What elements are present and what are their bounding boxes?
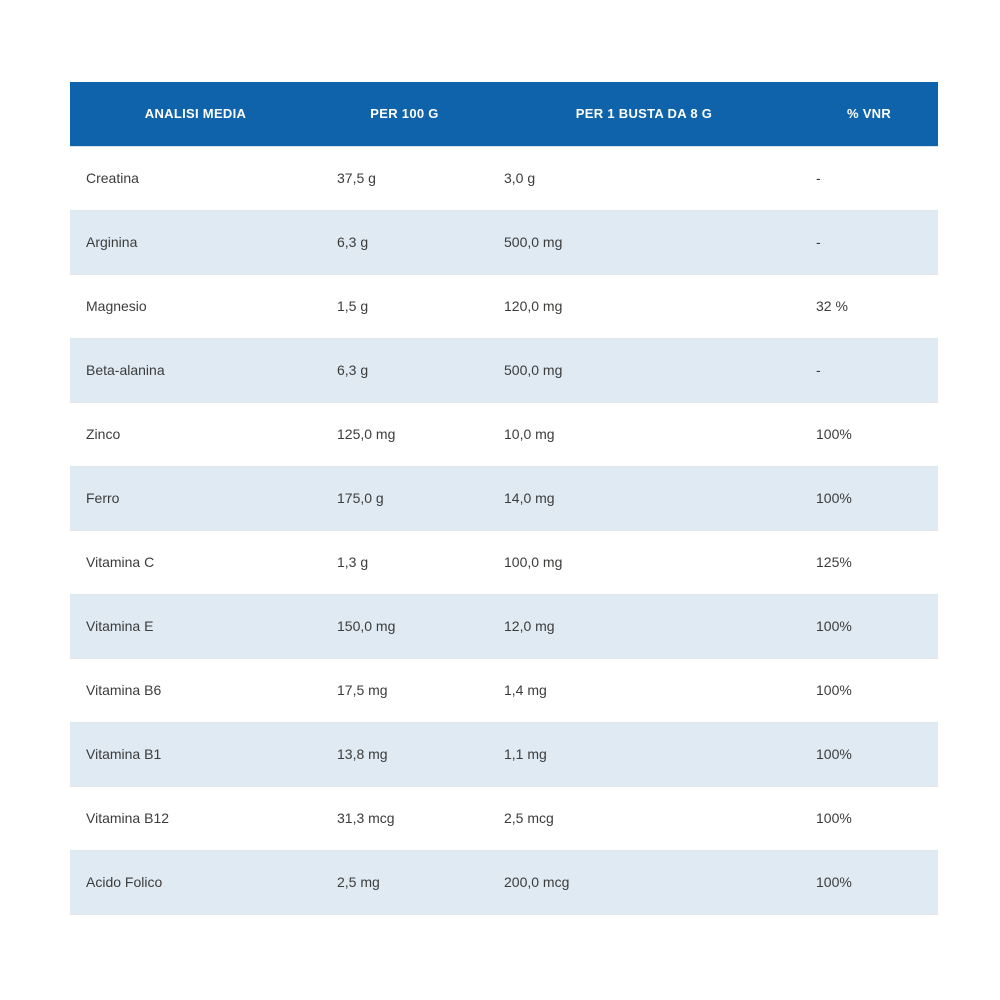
table-row: Vitamina E 150,0 mg 12,0 mg 100%	[70, 594, 938, 658]
vnr-value-cell: 100%	[816, 810, 852, 826]
nutrient-name-cell: Acido Folico	[86, 874, 163, 890]
column-header-vnr: % VNR	[800, 82, 938, 146]
per-busta-value-cell: 100,0 mg	[504, 554, 563, 570]
column-header-per-busta: PER 1 BUSTA DA 8 G	[488, 82, 800, 146]
per-100g-value-cell: 150,0 mg	[337, 618, 396, 634]
column-header-per-100g: PER 100 G	[321, 82, 488, 146]
table-row: Ferro 175,0 g 14,0 mg 100%	[70, 466, 938, 530]
nutrient-name-cell: Beta-alanina	[86, 362, 165, 378]
per-busta-value-cell: 200,0 mcg	[504, 874, 570, 890]
table-body: Creatina 37,5 g 3,0 g - Arginina 6,3 g 5…	[70, 146, 938, 914]
nutrient-name-cell: Ferro	[86, 490, 120, 506]
nutrient-name-cell: Vitamina C	[86, 554, 155, 570]
table-row: Magnesio 1,5 g 120,0 mg 32 %	[70, 274, 938, 338]
per-100g-value-cell: 13,8 mg	[337, 746, 388, 762]
per-100g-value-cell: 31,3 mcg	[337, 810, 395, 826]
nutrient-name-cell: Zinco	[86, 426, 121, 442]
per-100g-value-cell: 6,3 g	[337, 362, 369, 378]
per-busta-value-cell: 1,1 mg	[504, 746, 547, 762]
table-row: Vitamina B6 17,5 mg 1,4 mg 100%	[70, 658, 938, 722]
vnr-value-cell: -	[816, 362, 821, 378]
header-row: ANALISI MEDIA PER 100 G PER 1 BUSTA DA 8…	[70, 82, 938, 146]
vnr-value-cell: 100%	[816, 426, 852, 442]
per-busta-value-cell: 2,5 mcg	[504, 810, 554, 826]
per-100g-value-cell: 37,5 g	[337, 170, 376, 186]
table-row: Vitamina C 1,3 g 100,0 mg 125%	[70, 530, 938, 594]
table-row: Creatina 37,5 g 3,0 g -	[70, 146, 938, 210]
per-100g-value-cell: 1,5 g	[337, 298, 369, 314]
vnr-value-cell: -	[816, 170, 821, 186]
table-row: Acido Folico 2,5 mg 200,0 mcg 100%	[70, 850, 938, 914]
per-busta-value-cell: 500,0 mg	[504, 362, 563, 378]
per-busta-value-cell: 14,0 mg	[504, 490, 555, 506]
nutrient-name-cell: Vitamina B12	[86, 810, 170, 826]
per-100g-value-cell: 6,3 g	[337, 234, 369, 250]
per-busta-value-cell: 1,4 mg	[504, 682, 547, 698]
per-busta-value-cell: 10,0 mg	[504, 426, 555, 442]
table-row: Vitamina B1 13,8 mg 1,1 mg 100%	[70, 722, 938, 786]
per-busta-value-cell: 500,0 mg	[504, 234, 563, 250]
vnr-value-cell: 100%	[816, 682, 852, 698]
per-100g-value-cell: 17,5 mg	[337, 682, 388, 698]
nutrient-name-cell: Vitamina B1	[86, 746, 162, 762]
vnr-value-cell: 100%	[816, 618, 852, 634]
nutrient-name-cell: Vitamina E	[86, 618, 154, 634]
vnr-value-cell: 100%	[816, 490, 852, 506]
nutrient-name-cell: Magnesio	[86, 298, 147, 314]
vnr-value-cell: 32 %	[816, 298, 848, 314]
nutrition-table: ANALISI MEDIA PER 100 G PER 1 BUSTA DA 8…	[70, 82, 938, 915]
table-row: Zinco 125,0 mg 10,0 mg 100%	[70, 402, 938, 466]
per-busta-value-cell: 3,0 g	[504, 170, 536, 186]
table-row: Vitamina B12 31,3 mcg 2,5 mcg 100%	[70, 786, 938, 850]
nutrient-name-cell: Vitamina B6	[86, 682, 162, 698]
column-header-analisi-media: ANALISI MEDIA	[70, 82, 321, 146]
vnr-value-cell: 100%	[816, 874, 852, 890]
vnr-value-cell: -	[816, 234, 821, 250]
per-100g-value-cell: 175,0 g	[337, 490, 384, 506]
nutrient-name-cell: Arginina	[86, 234, 138, 250]
per-busta-value-cell: 12,0 mg	[504, 618, 555, 634]
vnr-value-cell: 100%	[816, 746, 852, 762]
per-100g-value-cell: 125,0 mg	[337, 426, 396, 442]
table-row: Arginina 6,3 g 500,0 mg -	[70, 210, 938, 274]
nutrient-name-cell: Creatina	[86, 170, 139, 186]
vnr-value-cell: 125%	[816, 554, 852, 570]
nutrition-table-container: ANALISI MEDIA PER 100 G PER 1 BUSTA DA 8…	[70, 82, 938, 915]
per-busta-value-cell: 120,0 mg	[504, 298, 563, 314]
per-100g-value-cell: 2,5 mg	[337, 874, 380, 890]
table-row: Beta-alanina 6,3 g 500,0 mg -	[70, 338, 938, 402]
per-100g-value-cell: 1,3 g	[337, 554, 369, 570]
